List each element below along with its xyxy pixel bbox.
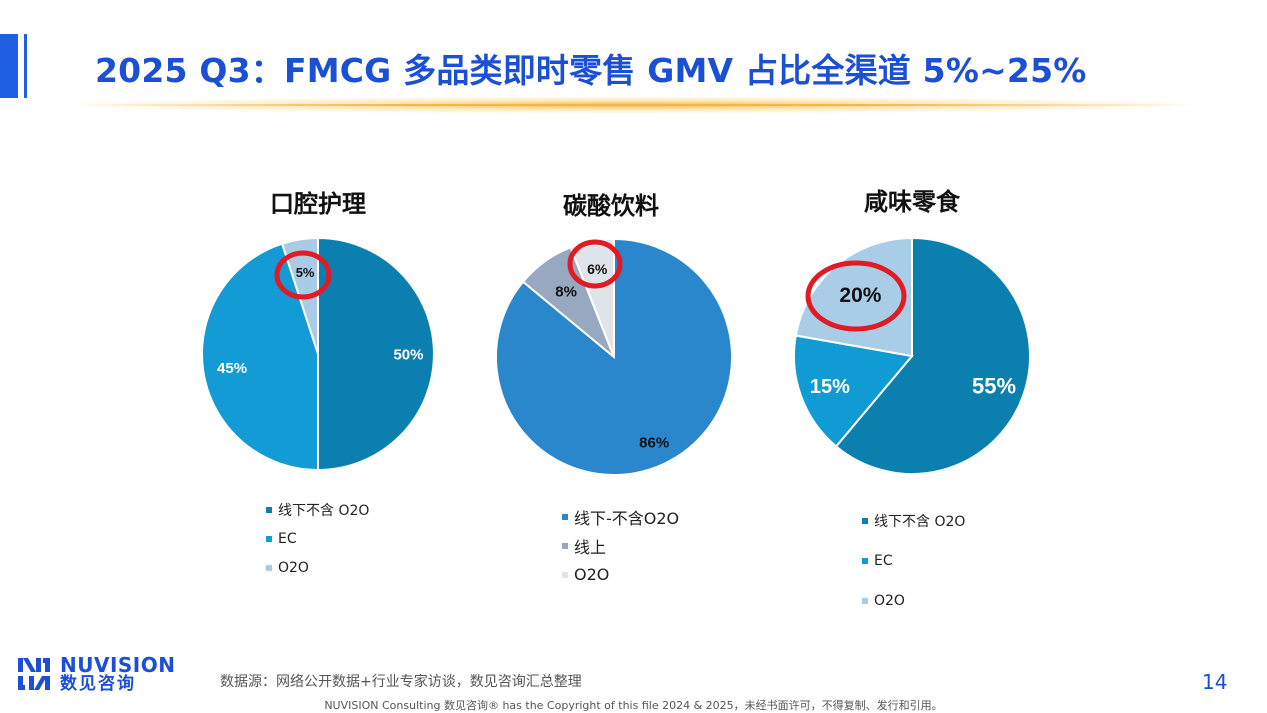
pie-svg: 55% 15% 20% [793, 236, 1031, 475]
legend-item: O2O [862, 581, 965, 621]
title-underline [80, 104, 1190, 106]
legend-swatch [862, 558, 868, 564]
legend-swatch [862, 598, 868, 604]
pie-slice [317, 236, 435, 472]
logo-text-cn: 数见咨询 [60, 674, 136, 694]
legend-label: 线上 [574, 537, 607, 557]
data-label: 45% [217, 360, 247, 377]
legend-label: 线下不含 O2O [278, 502, 370, 519]
legend-label: O2O [278, 559, 309, 576]
page-number: 14 [1202, 670, 1228, 694]
pie-slice [201, 242, 319, 472]
logo-mark-icon [16, 656, 52, 692]
pie-svg: 50% 45% 5% [201, 236, 435, 472]
data-label: 55% [972, 374, 1016, 399]
chart-legend: 线下-不含O2O 线上 O2O [562, 502, 679, 589]
highlight-ring [805, 260, 907, 332]
data-label: 50% [393, 346, 423, 363]
company-logo: NUVISION 数见咨询 [16, 655, 175, 694]
legend-swatch [862, 518, 868, 524]
pie-svg: 86% 8% 6% [495, 237, 733, 476]
legend-label: 线下-不含O2O [574, 508, 680, 528]
chart-legend: 线下不含 O2O EC O2O [862, 501, 965, 621]
data-label: 5% [296, 265, 315, 280]
chart-legend: 线下不含 O2O EC O2O [266, 495, 369, 582]
data-source-note: 数据源：网络公开数据+行业专家访谈，数见咨询汇总整理 [220, 674, 582, 690]
data-label: 15% [810, 376, 850, 398]
legend-swatch [562, 571, 568, 578]
legend-swatch [266, 535, 272, 542]
legend-item: 线下-不含O2O [562, 502, 679, 531]
legend-item: 线下不含 O2O [862, 501, 965, 541]
legend-label: O2O [874, 593, 905, 609]
title-accent-bar [0, 34, 18, 98]
legend-label: O2O [574, 565, 610, 584]
logo-text-en: NUVISION [60, 653, 176, 677]
data-label: 20% [839, 284, 881, 307]
legend-item: EC [862, 541, 965, 581]
data-label: 6% [587, 261, 608, 277]
legend-label: EC [278, 530, 297, 547]
copyright-notice: NUVISION Consulting 数见咨询® has the Copyri… [324, 699, 943, 712]
page-title: 2025 Q3：FMCG 多品类即时零售 GMV 占比全渠道 5%~25% [95, 51, 1087, 90]
chart-title: 口腔护理 [270, 190, 366, 218]
legend-item: 线上 [562, 531, 679, 560]
legend-item: O2O [266, 553, 369, 582]
pie-slice [793, 334, 914, 448]
legend-swatch [266, 564, 272, 571]
data-label: 86% [639, 435, 669, 452]
pie-slice [834, 236, 1031, 475]
title-accent-line [24, 34, 27, 98]
legend-label: 线下不含 O2O [874, 514, 966, 530]
highlight-ring [567, 239, 623, 289]
highlight-ring [274, 250, 332, 300]
legend-item: 线下不含 O2O [266, 495, 369, 524]
legend-swatch [562, 542, 568, 549]
data-label: 8% [555, 283, 577, 300]
legend-item: EC [266, 524, 369, 553]
legend-label: EC [874, 553, 893, 569]
chart-title: 咸味零食 [864, 188, 960, 216]
chart-title: 碳酸饮料 [563, 192, 659, 220]
legend-swatch [266, 506, 272, 513]
legend-item: O2O [562, 560, 679, 589]
legend-swatch [562, 513, 568, 520]
